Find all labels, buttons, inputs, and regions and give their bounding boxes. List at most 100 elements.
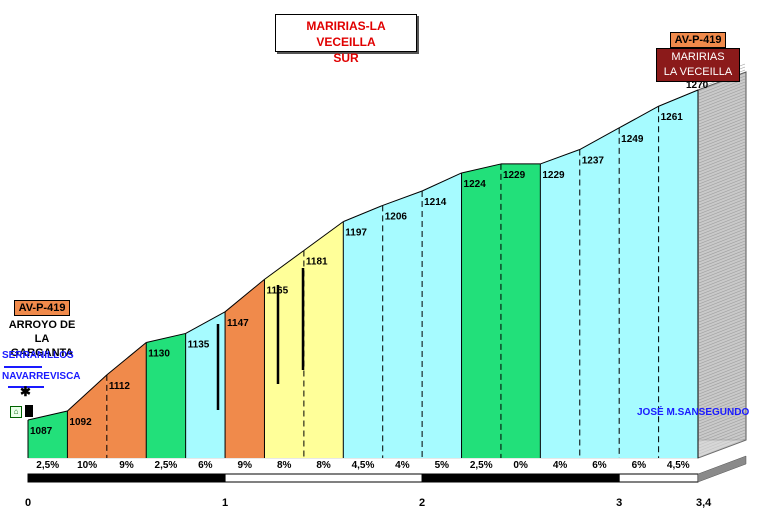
side-hatch-line — [698, 255, 746, 275]
profile-segment — [264, 250, 304, 458]
side-hatch-line — [698, 420, 746, 440]
side-hatch-line — [698, 201, 746, 221]
profile-outline — [264, 250, 305, 280]
side-hatch-line — [698, 165, 746, 185]
km-bar-depth — [697, 455, 747, 483]
side-hatch-line — [698, 261, 746, 281]
profile-segment — [422, 172, 462, 459]
side-hatch-line — [698, 102, 746, 122]
gradient-label: 4% — [395, 460, 410, 471]
side-hatch-line — [698, 213, 746, 233]
altitude-label: 1181 — [306, 256, 328, 267]
profile-outline — [224, 278, 265, 313]
side-hatch-line — [698, 339, 746, 359]
side-hatch-line — [698, 210, 746, 230]
side-hatch-line — [698, 279, 746, 299]
profile-outline — [618, 105, 659, 129]
side-hatch-line — [698, 264, 746, 284]
side-hatch-line — [698, 375, 746, 395]
profile-segment — [225, 279, 265, 458]
title-line-1: MARIRIAS-LA VECEILLA — [306, 19, 386, 49]
altitude-label: 1130 — [148, 348, 170, 359]
profile-segment — [343, 205, 383, 458]
km-tick-label: 0 — [25, 497, 31, 509]
side-hatch-line — [698, 345, 746, 365]
side-hatch-line — [698, 390, 746, 410]
side-hatch-line — [698, 417, 746, 437]
side-hatch-line — [698, 366, 746, 386]
side-hatch-line — [698, 378, 746, 398]
side-hatch-line — [698, 222, 746, 242]
side-hatch-line — [698, 231, 746, 251]
side-hatch-line — [698, 324, 746, 344]
side-hatch-line — [698, 84, 746, 104]
side-hatch-line — [698, 192, 746, 212]
side-hatch-line — [698, 369, 746, 389]
altitude-label: 1147 — [227, 318, 249, 329]
author-credit: JOSÉ M.SANSEGUNDO — [637, 407, 750, 418]
profile-outline — [27, 410, 68, 421]
side-hatch-line — [698, 90, 746, 110]
side-hatch-line — [698, 117, 746, 137]
altitude-label: 1206 — [385, 211, 408, 222]
side-hatch-line — [698, 306, 746, 326]
side-hatch-line — [698, 360, 746, 380]
side-hatch-line — [698, 99, 746, 119]
side-hatch-line — [698, 177, 746, 197]
finish-location-box: MARIRIAS LA VECEILLA — [656, 48, 740, 82]
altitude-label: 1229 — [503, 170, 526, 181]
side-hatch-line — [698, 330, 746, 350]
gradient-label: 6% — [632, 460, 647, 471]
side-hatch-line — [698, 276, 746, 296]
side-hatch-line — [698, 207, 746, 227]
side-hatch-line — [698, 333, 746, 353]
gradient-label: 6% — [592, 460, 607, 471]
arrow-right-icon — [8, 386, 44, 388]
side-hatch-line — [698, 384, 746, 404]
side-hatch-line — [698, 162, 746, 182]
side-hatch-line — [698, 96, 746, 116]
gradient-label: 8% — [316, 460, 331, 471]
side-hatch-line — [698, 363, 746, 383]
fork-icon: ✱ — [20, 384, 31, 399]
side-hatch-line — [698, 270, 746, 290]
profile-outline — [106, 342, 147, 376]
side-hatch-line — [698, 195, 746, 215]
gradient-label: 2,5% — [470, 460, 493, 471]
gradient-label: 2,5% — [36, 460, 59, 471]
km-bar-segment — [618, 473, 699, 483]
gradient-label: 4,5% — [352, 460, 375, 471]
start-location-name: ARROYO DE LA GARGANTA — [0, 318, 84, 360]
side-hatch-line — [698, 411, 746, 431]
side-hatch-line — [698, 291, 746, 311]
side-hatch-line — [698, 327, 746, 347]
km-tick-label: 3,4 — [696, 497, 712, 509]
altitude-label: 1165 — [266, 285, 288, 296]
finish-name-line-2: LA VECEILLA — [663, 66, 733, 78]
side-hatch-line — [698, 252, 746, 272]
side-hatch-line — [698, 93, 746, 113]
profile-segment — [185, 311, 226, 458]
side-hatch-line — [698, 120, 746, 140]
side-hatch-line — [698, 108, 746, 128]
altitude-label: 1087 — [30, 426, 53, 437]
side-hatch-line — [698, 225, 746, 245]
profile-segment — [658, 90, 698, 458]
side-hatch-line — [698, 150, 746, 170]
side-hatch-line — [698, 402, 746, 422]
side-hatch-line — [698, 153, 746, 173]
profile-segment — [106, 342, 147, 458]
profile-outline — [658, 89, 699, 107]
gradient-label: 10% — [77, 460, 97, 471]
side-hatch-line — [698, 78, 746, 98]
km-bar-segment — [421, 473, 620, 483]
profile-segment — [461, 163, 501, 458]
side-hatch-line — [698, 174, 746, 194]
side-hatch-line — [698, 228, 746, 248]
km-bar-segment — [27, 473, 226, 483]
side-hatch-line — [698, 129, 746, 149]
km-tick-label: 3 — [616, 497, 622, 509]
side-hatch-line — [698, 240, 746, 260]
side-hatch-line — [698, 186, 746, 206]
profile-outline — [461, 163, 502, 174]
